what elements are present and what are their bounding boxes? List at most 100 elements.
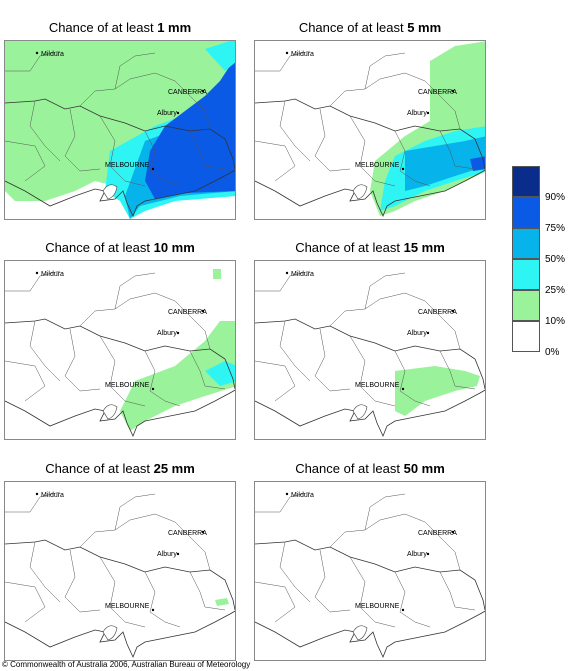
legend-label-25: 25% — [545, 285, 566, 296]
state-border — [5, 539, 235, 611]
place-label-melbourne: MELBOURNE — [355, 603, 400, 610]
legend-label-10: 10% — [545, 316, 566, 327]
district-border — [189, 571, 226, 611]
state-border — [255, 98, 485, 170]
legend-swatch-25 — [512, 259, 540, 290]
district-border — [394, 350, 431, 407]
district-border — [439, 130, 476, 170]
port-phillip-bay — [352, 184, 368, 200]
district-border — [189, 350, 226, 390]
district-border — [99, 556, 146, 628]
district-border — [255, 50, 311, 72]
probability-region — [205, 361, 235, 386]
probability-region — [205, 41, 235, 71]
place-marker — [451, 89, 455, 93]
port-phillip-bay — [352, 404, 368, 420]
place-label-mildura: Mildura — [41, 271, 64, 278]
district-border — [279, 100, 311, 162]
coastline — [255, 389, 485, 438]
port-phillip-bay — [352, 625, 368, 641]
place-label-albury: Albury — [157, 110, 177, 117]
place-label-canberra: CANBERRA — [168, 530, 207, 537]
probability-region — [215, 598, 229, 606]
district-border — [29, 100, 61, 162]
map-svg: Mildura CANBERRA Albury MELBOURNE — [255, 491, 485, 659]
probability-region — [145, 56, 235, 199]
legend-label-75: 75% — [545, 223, 566, 234]
district-border — [154, 292, 211, 350]
place-label-albury: Albury — [407, 330, 427, 337]
district-border — [404, 292, 461, 350]
legend-swatch-0 — [512, 321, 540, 352]
district-border — [279, 320, 311, 382]
district-border — [255, 270, 311, 292]
district-border — [99, 115, 146, 187]
district-border — [189, 130, 226, 170]
district-border — [394, 571, 431, 628]
district-border — [364, 272, 406, 310]
district-border — [114, 272, 156, 310]
district-border — [114, 493, 156, 531]
district-border — [144, 571, 181, 628]
district-border — [29, 541, 61, 603]
district-border — [439, 571, 476, 611]
panel-title: Chance of at least 1 mm — [48, 20, 192, 35]
legend-swatch-50 — [512, 228, 540, 259]
probability-region — [395, 366, 480, 416]
state-border — [255, 539, 485, 611]
panel-title: Chance of at least 15 mm — [295, 240, 445, 255]
district-border — [349, 115, 396, 187]
port-phillip-bay — [102, 625, 118, 641]
place-marker — [151, 387, 155, 391]
map-5mm: Mildura CANBERRA Albury MELBOURNE — [254, 40, 486, 220]
panel-title: Chance of at least 10 mm — [45, 240, 195, 255]
place-marker — [426, 331, 430, 335]
district-border — [255, 581, 296, 623]
place-marker — [176, 552, 180, 556]
map-50mm: Mildura CANBERRA Albury MELBOURNE — [254, 481, 486, 661]
place-label-albury: Albury — [407, 110, 427, 117]
place-label-canberra: CANBERRA — [418, 89, 457, 96]
district-border — [154, 72, 211, 130]
map-15mm: Mildura CANBERRA Albury MELBOURNE — [254, 260, 486, 440]
place-marker — [285, 51, 289, 55]
district-border — [279, 541, 311, 603]
place-marker — [451, 309, 455, 313]
district-border — [5, 360, 46, 402]
place-marker — [151, 608, 155, 612]
district-border — [349, 556, 396, 628]
map-svg: Mildura CANBERRA Albury MELBOURNE — [255, 41, 485, 218]
place-label-melbourne: MELBOURNE — [355, 382, 400, 389]
place-label-mildura: Mildura — [291, 51, 314, 58]
map-svg: Mildura CANBERRA Albury MELBOURNE — [5, 491, 235, 659]
place-label-mildura: Mildura — [291, 492, 314, 499]
place-marker — [35, 51, 39, 55]
district-border — [64, 549, 101, 613]
district-border — [404, 72, 461, 130]
map-25mm: Mildura CANBERRA Albury MELBOURNE — [4, 481, 236, 661]
place-label-canberra: CANBERRA — [168, 89, 207, 96]
place-label-melbourne: MELBOURNE — [355, 162, 400, 169]
place-label-canberra: CANBERRA — [418, 530, 457, 537]
map-10mm: Mildura CANBERRA Albury MELBOURNE — [4, 260, 236, 440]
district-border — [255, 491, 311, 513]
place-label-melbourne: MELBOURNE — [105, 382, 150, 389]
district-border — [5, 270, 61, 292]
place-marker — [201, 530, 205, 534]
map-svg: Mildura CANBERRA Albury MELBOURNE — [5, 41, 235, 219]
district-border — [144, 350, 181, 407]
place-marker — [176, 111, 180, 115]
place-marker — [176, 331, 180, 335]
legend-swatch-90 — [512, 166, 540, 197]
district-border — [5, 491, 61, 513]
place-marker — [401, 608, 405, 612]
place-marker — [426, 552, 430, 556]
state-border — [255, 318, 485, 390]
legend-swatch-75 — [512, 197, 540, 228]
place-marker — [426, 111, 430, 115]
place-label-canberra: CANBERRA — [168, 309, 207, 316]
map-svg: Mildura CANBERRA Albury MELBOURNE — [5, 269, 235, 438]
copyright-notice: © Commonwealth of Australia 2006, Austra… — [2, 660, 251, 669]
place-marker — [285, 271, 289, 275]
district-border — [255, 140, 296, 182]
